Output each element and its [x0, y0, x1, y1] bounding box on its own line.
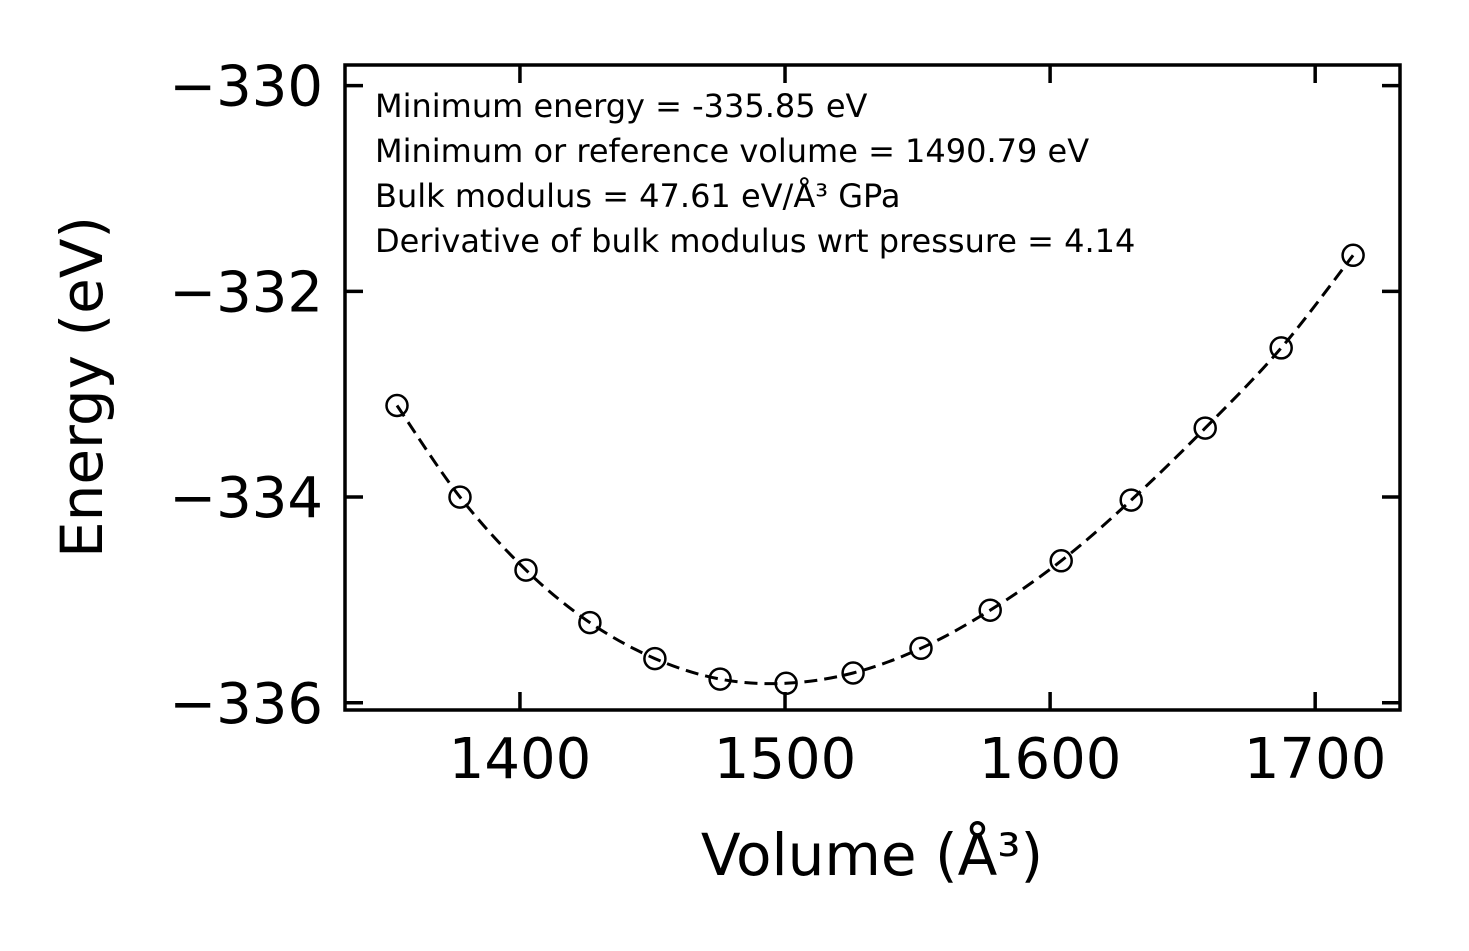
data-point-marker — [643, 646, 667, 671]
fit-summary-line-bprime: Derivative of bulk modulus wrt pressure … — [375, 222, 1136, 260]
x-axis-label: Volume (Å³) — [700, 821, 1044, 889]
data-point-marker — [708, 667, 732, 691]
y-axis-label: Energy (eV) — [48, 215, 116, 559]
fit-summary: Minimum energy = -335.85 eV Minimum or r… — [375, 84, 1135, 264]
fit-summary-line-min-energy: Minimum energy = -335.85 eV — [375, 87, 868, 125]
plot-frame — [343, 63, 1402, 712]
data-point-marker — [1341, 243, 1365, 268]
data-point-marker — [1193, 416, 1217, 440]
data-point-marker — [385, 393, 409, 418]
y-tick-label: −336 — [169, 672, 323, 737]
data-point-marker — [448, 485, 472, 509]
eos-fit-curve — [395, 254, 1355, 686]
data-point-marker — [841, 661, 865, 685]
fit-summary-line-min-volume: Minimum or reference volume = 1490.79 eV — [375, 132, 1090, 170]
data-point-marker — [1049, 549, 1073, 573]
fit-summary-line-bulk-modulus: Bulk modulus = 47.61 eV/Å³ GPa — [375, 177, 901, 215]
x-tick-label: 1400 — [449, 727, 592, 792]
data-point-marker — [1269, 336, 1293, 360]
y-tick-label: −330 — [169, 55, 323, 120]
data-point-marker — [978, 598, 1002, 622]
x-tick-label: 1600 — [979, 727, 1122, 792]
data-point-marker — [578, 610, 602, 635]
x-tick-label: 1500 — [714, 727, 857, 792]
data-point-marker — [909, 636, 933, 661]
data-point-marker — [514, 558, 538, 582]
y-tick-label: −334 — [169, 466, 323, 531]
data-point-marker — [1119, 488, 1143, 512]
data-point-marker — [774, 671, 798, 696]
x-tick-label: 1700 — [1244, 727, 1387, 792]
y-tick-label: −332 — [169, 260, 323, 325]
